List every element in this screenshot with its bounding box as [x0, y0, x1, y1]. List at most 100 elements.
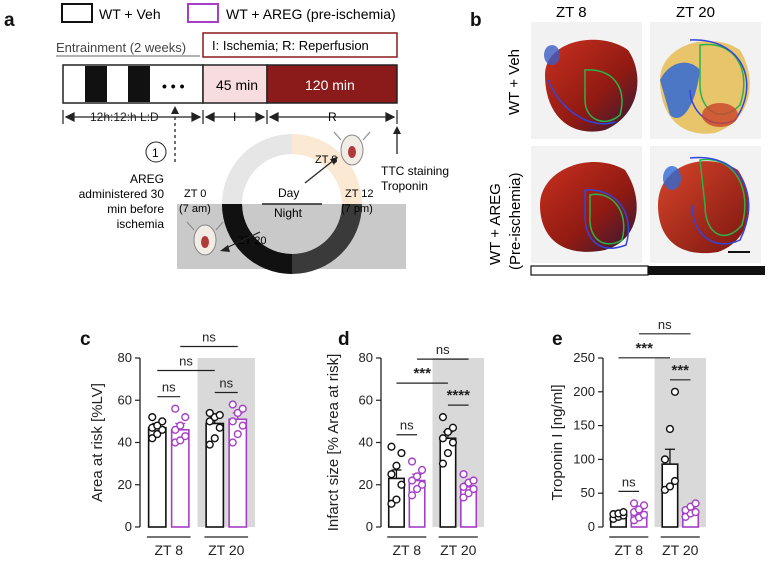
areg-note-line: min before	[107, 202, 164, 216]
y-tick-label: 250	[573, 350, 595, 365]
night-ring-zt20	[222, 204, 292, 274]
y-axis-label: Infarct size [% Area at risk]	[325, 354, 342, 532]
data-point	[205, 440, 214, 449]
y-tick-label: 50	[581, 485, 595, 500]
significance-label: ns	[436, 342, 450, 357]
column-label-zt20: ZT 20	[676, 4, 715, 21]
step-number: 1	[152, 146, 159, 160]
zt8-label: ZT 8	[315, 154, 337, 166]
data-point	[171, 425, 180, 434]
significance-label: ns	[658, 317, 672, 332]
zt20-arrowhead	[220, 245, 230, 252]
day-label: Day	[278, 186, 299, 200]
legend-label-veh: WT + Veh	[99, 6, 161, 22]
circadian-clock: Day Night ZT 0 (7 am) ZT 12 (7 pm) ZT 8 …	[177, 131, 406, 274]
areg-note-line: AREG	[130, 172, 164, 186]
data-point	[448, 438, 458, 447]
data-point	[417, 480, 427, 489]
data-point	[387, 442, 396, 451]
heart-section-zt8-areg	[531, 146, 642, 263]
data-point	[443, 427, 453, 437]
significance-label: ****	[447, 387, 471, 404]
legend: WT + Veh WT + AREG (pre-ischemia)	[61, 3, 396, 23]
data-point	[670, 476, 680, 486]
y-tick-label: 0	[366, 519, 373, 534]
ttc-note-line: Troponin	[381, 179, 428, 193]
y-tick-label: 0	[125, 519, 132, 534]
data-point	[407, 457, 417, 466]
x-tick-label: ZT 8	[392, 542, 421, 558]
data-point	[469, 484, 478, 494]
data-point	[438, 434, 448, 443]
data-point	[387, 499, 396, 508]
reperfusion-segment	[266, 64, 398, 104]
data-point	[181, 432, 190, 441]
interval-arrows	[62, 110, 398, 124]
data-point	[171, 404, 180, 413]
data-point	[233, 408, 242, 418]
column-label-zt8: ZT 8	[556, 4, 587, 21]
timeline: • • • 45 min 120 min 12h:12:h L:D I R	[62, 64, 398, 124]
areg-note: AREG administered 30 min before ischemia	[79, 172, 165, 231]
y-tick-label: 0	[588, 519, 595, 534]
data-point	[629, 499, 639, 508]
zt0-label: ZT 0	[184, 188, 206, 200]
data-point	[238, 421, 247, 430]
data-point	[153, 421, 162, 430]
entrainment-label: Entrainment (2 weeks)	[56, 40, 186, 55]
panel-b: b ZT 8 ZT 20 WT + Veh WT + AREG (Pre-isc…	[470, 4, 765, 276]
data-point	[459, 482, 468, 491]
data-point	[443, 448, 453, 458]
panel-label-e: e	[552, 329, 563, 350]
y-tick-label: 60	[118, 392, 132, 407]
data-point	[205, 417, 214, 426]
y-tick-label: 100	[573, 451, 595, 466]
data-point	[210, 434, 219, 443]
data-point	[459, 493, 468, 502]
panel-label-c: c	[80, 329, 91, 350]
row-label-veh: WT + Veh	[506, 49, 523, 115]
ischemia-key: I: Ischemia; R: Reperfusion	[212, 38, 369, 53]
data-point	[448, 423, 458, 432]
data-point	[438, 459, 448, 468]
chart-troponin: e 0 50 100 150 200 250 Troponin I [ng/ml] ZT 8 Z…	[549, 317, 706, 558]
data-point	[387, 470, 396, 479]
phase-r-label: R	[328, 110, 337, 124]
dark-phase-bar	[648, 266, 765, 275]
data-point	[158, 417, 167, 426]
light-phase-bar	[530, 265, 649, 276]
zt20-arrow	[223, 231, 261, 250]
phase-i-label: I	[233, 110, 236, 124]
data-point	[215, 423, 224, 432]
heart-section-zt20-areg	[650, 146, 761, 263]
panel-label-b: b	[470, 10, 482, 31]
x-tick-label: ZT 20	[440, 542, 477, 558]
x-tick-label: ZT 8	[154, 542, 183, 558]
y-axis-label: Troponin I [ng/ml]	[549, 384, 566, 500]
significance-label: ***	[413, 365, 431, 382]
areg-note-line: ischemia	[117, 217, 165, 231]
data-point	[438, 413, 448, 422]
y-tick-label: 80	[359, 350, 373, 365]
data-point	[233, 429, 242, 439]
heart-section-zt8-veh	[531, 22, 642, 139]
y-tick-label: 40	[118, 435, 132, 450]
zt12-label: ZT 12	[345, 188, 374, 200]
panel-label-a: a	[4, 10, 15, 31]
dark-period	[128, 66, 150, 102]
data-point	[459, 470, 468, 479]
y-tick-label: 150	[573, 418, 595, 433]
light-dark-label: 12h:12:h L:D	[90, 110, 159, 124]
y-axis-label: Area at risk [%LV]	[89, 383, 106, 502]
data-point	[412, 472, 422, 481]
mouse-zt20-icon	[186, 221, 224, 256]
panel-label-d: d	[338, 329, 350, 350]
row-label-areg-line2: (Pre-ischemia)	[507, 172, 524, 270]
chart-area-at-risk: c 0 20 40 60 80 Area at risk [%LV] ZT 8 ZT 20 ns…	[80, 329, 255, 558]
data-point	[228, 417, 237, 426]
data-point	[148, 434, 157, 443]
legend-label-areg: WT + AREG (pre-ischemia)	[226, 6, 396, 22]
y-tick-label: 80	[118, 350, 132, 365]
reperfusion-duration: 120 min	[305, 77, 355, 93]
